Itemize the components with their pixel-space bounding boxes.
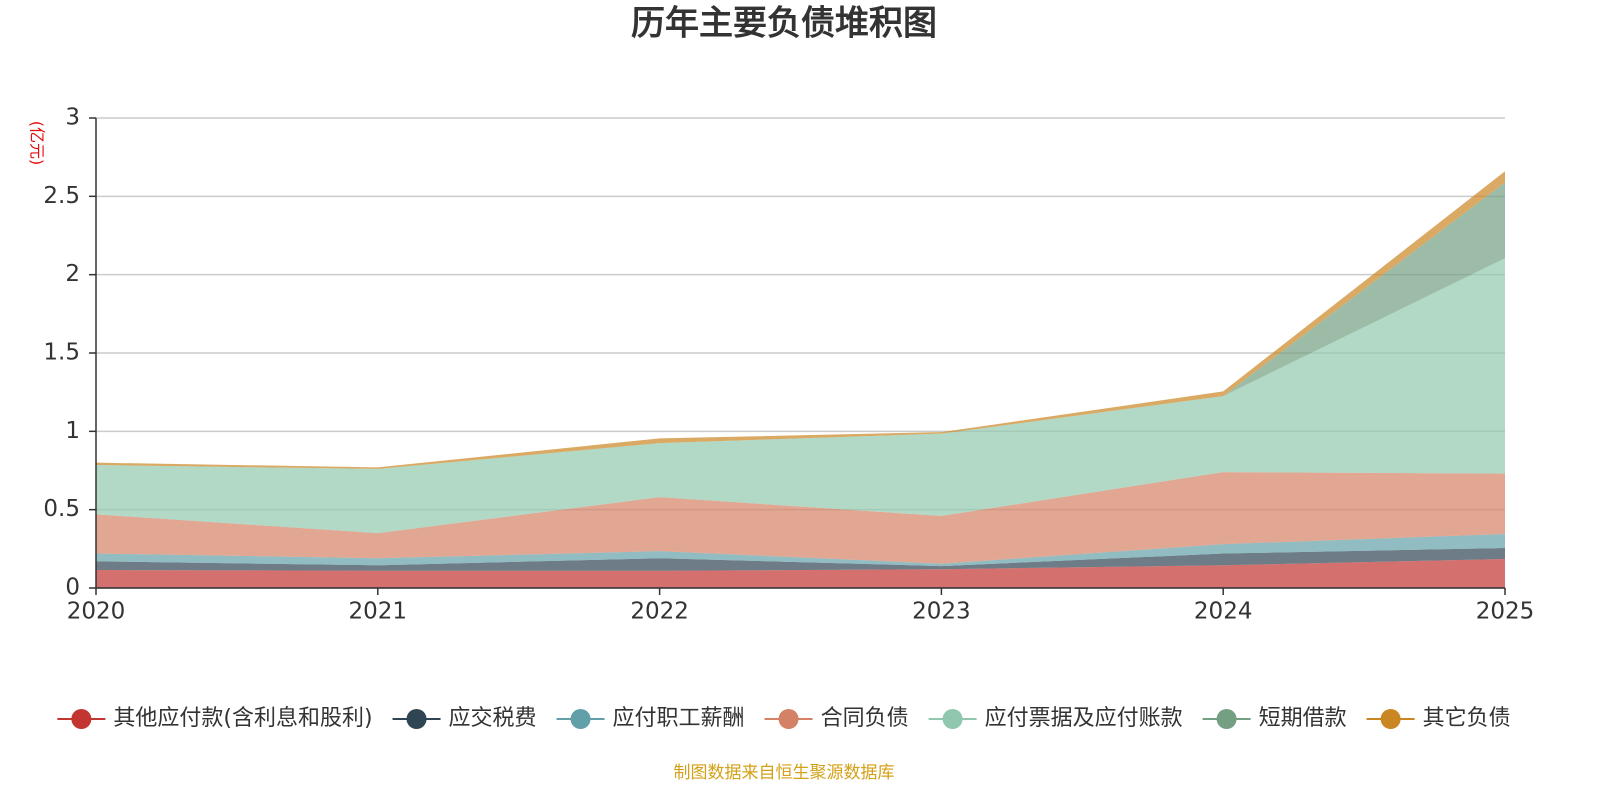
legend-marker xyxy=(570,709,591,729)
legend-label: 应付票据及应付账款 xyxy=(985,706,1183,731)
area xyxy=(96,258,1505,534)
x-tick-label: 2022 xyxy=(630,599,689,625)
legend-label: 应交税费 xyxy=(449,706,537,731)
chart-title: 历年主要负债堆积图 xyxy=(631,4,937,44)
legend: 其他应付款(含利息和股利) 应交税费 应付职工薪酬 合同负债 应付票据及应付账款 短期借款… xyxy=(57,706,1511,731)
area xyxy=(96,559,1505,588)
area xyxy=(96,548,1505,571)
legend-marker xyxy=(71,709,92,729)
x-tick-label: 2021 xyxy=(349,599,408,625)
legend-marker xyxy=(1380,709,1401,729)
area xyxy=(96,533,1505,567)
legend-marker xyxy=(1216,709,1237,729)
x-tick-label: 2024 xyxy=(1194,599,1253,625)
y-tick-label: 2.5 xyxy=(43,183,80,209)
legend-item[interactable]: 应付票据及应付账款 xyxy=(928,706,1183,731)
y-tick-label: 1 xyxy=(65,418,80,444)
legend-marker xyxy=(406,709,427,729)
legend-label: 其它负债 xyxy=(1423,706,1511,731)
source-note: 制图数据来自恒生聚源数据库 xyxy=(674,763,895,783)
legend-marker xyxy=(942,709,963,729)
x-tick-label: 2025 xyxy=(1476,599,1535,625)
legend-item[interactable]: 合同负债 xyxy=(764,706,909,731)
legend-label: 短期借款 xyxy=(1259,706,1347,731)
y-tick-label: 3 xyxy=(65,105,80,131)
legend-item[interactable]: 短期借款 xyxy=(1202,706,1347,731)
area xyxy=(96,472,1505,564)
legend-marker xyxy=(778,709,799,729)
legend-item[interactable]: 应交税费 xyxy=(392,706,537,731)
y-tick-label: 0.5 xyxy=(43,496,80,522)
legend-item[interactable]: 其它负债 xyxy=(1366,706,1511,731)
x-tick-label: 2023 xyxy=(912,599,971,625)
y-tick-label: 2 xyxy=(65,261,80,287)
x-tick-label: 2020 xyxy=(67,599,126,625)
y-tick-label: 1.5 xyxy=(43,340,80,366)
y-unit: (亿元) xyxy=(28,121,47,166)
y-tick-label: 0 xyxy=(65,575,80,601)
legend-label: 合同负债 xyxy=(821,706,909,731)
legend-item[interactable]: 其他应付款(含利息和股利) xyxy=(57,706,373,731)
legend-label: 应付职工薪酬 xyxy=(613,706,745,731)
legend-label: 其他应付款(含利息和股利) xyxy=(113,706,372,731)
legend-item[interactable]: 应付职工薪酬 xyxy=(556,706,745,731)
